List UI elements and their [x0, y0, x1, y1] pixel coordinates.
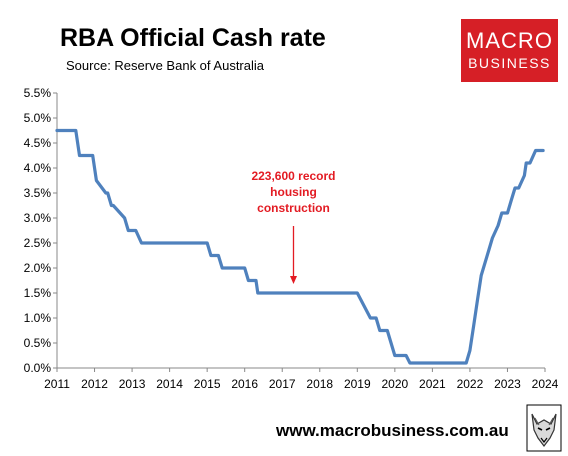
- x-tick-label: 2011: [44, 377, 70, 391]
- x-tick-label: 2019: [344, 377, 371, 391]
- x-tick-label: 2015: [194, 377, 221, 391]
- y-tick-label: 1.0%: [24, 311, 52, 325]
- chart-title: RBA Official Cash rate: [60, 24, 326, 52]
- x-tick-label: 2012: [81, 377, 108, 391]
- y-tick-label: 5.0%: [24, 111, 52, 125]
- x-tick-label: 2022: [457, 377, 484, 391]
- x-tick-label: 2023: [494, 377, 521, 391]
- x-tick-label: 2020: [381, 377, 408, 391]
- y-tick-label: 3.5%: [24, 186, 52, 200]
- y-tick-label: 5.5%: [24, 86, 52, 100]
- y-tick-label: 3.0%: [24, 211, 52, 225]
- annotation-text-line: housing: [270, 185, 317, 199]
- x-tick-label: 2016: [231, 377, 258, 391]
- x-tick-label: 2021: [419, 377, 446, 391]
- y-tick-label: 0.0%: [24, 361, 52, 375]
- website-url: www.macrobusiness.com.au: [276, 421, 509, 440]
- y-tick-label: 0.5%: [24, 336, 52, 350]
- y-tick-label: 4.5%: [24, 136, 52, 150]
- annotation-text-line: construction: [257, 201, 330, 215]
- annotation-text-line: 223,600 record: [251, 169, 335, 183]
- x-tick-label: 2024: [532, 377, 559, 391]
- y-tick-label: 2.5%: [24, 236, 52, 250]
- x-tick-label: 2017: [269, 377, 296, 391]
- x-tick-label: 2018: [306, 377, 333, 391]
- logo-line-macro: MACRO: [466, 28, 553, 53]
- logo-line-business: BUSINESS: [468, 55, 551, 71]
- x-tick-label: 2014: [156, 377, 183, 391]
- chart-source: Source: Reserve Bank of Australia: [66, 58, 264, 73]
- annotation-arrow-head: [289, 276, 297, 284]
- cash-rate-series-line: [55, 128, 545, 365]
- x-tick-label: 2013: [119, 377, 146, 391]
- wolf-mascot-icon: [526, 404, 562, 452]
- y-tick-label: 2.0%: [24, 261, 52, 275]
- macrobusiness-logo: MACRO BUSINESS: [461, 19, 558, 82]
- y-tick-label: 1.5%: [24, 286, 52, 300]
- y-tick-label: 4.0%: [24, 161, 52, 175]
